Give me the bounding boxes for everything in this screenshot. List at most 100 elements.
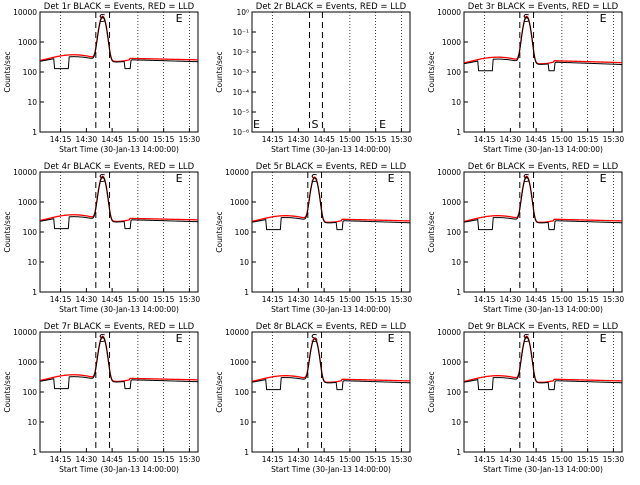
panel-det-6: Det 6r BLACK = Events, RED = LLD 14:15 14:… [427, 162, 624, 314]
y-tick-label: 10⁰ [236, 8, 249, 17]
series-red-lld [39, 175, 199, 223]
panel-det-7: Det 7r BLACK = Events, RED = LLD 14:15 14:… [3, 322, 200, 474]
y-tick-label: 10000 [225, 328, 249, 337]
x-axis-label: Start Time (30-Jan-13 14:00:00) [59, 465, 179, 474]
series-black-events [463, 176, 623, 231]
series-black-events [39, 176, 199, 230]
y-tick-label: 10 [239, 258, 249, 267]
x-tick-label: 15:15 [365, 135, 387, 144]
x-axis-label: Start Time (30-Jan-13 14:00:00) [271, 305, 391, 314]
x-tick-label: 15:30 [603, 455, 625, 464]
x-axis-label: Start Time (30-Jan-13 14:00:00) [483, 145, 603, 154]
plot-frame [251, 331, 411, 453]
x-tick-label: 14:30 [288, 135, 310, 144]
y-tick-label: 1000 [442, 198, 461, 207]
y-tick-label: 10000 [13, 328, 37, 337]
plot-frame [39, 11, 199, 133]
x-tick-label: 15:30 [391, 295, 413, 304]
plot-frame [463, 331, 623, 453]
x-tick-label: 14:15 [262, 455, 284, 464]
x-axis-label: Start Time (30-Jan-13 14:00:00) [59, 145, 179, 154]
x-tick-label: 15:00 [339, 295, 361, 304]
end-marker-label: E [600, 172, 607, 185]
y-tick-label: 100 [23, 228, 38, 237]
x-tick-label: 15:15 [577, 295, 599, 304]
x-tick-label: 14:45 [525, 455, 547, 464]
y-tick-label: 1 [32, 128, 37, 137]
start-marker-label: S [523, 172, 530, 185]
plot-frame [463, 171, 623, 293]
y-axis-label: Counts/sec [3, 211, 12, 252]
x-tick-label: 14:30 [288, 455, 310, 464]
start-marker-label: S [99, 12, 106, 25]
x-tick-label: 15:15 [153, 455, 175, 464]
x-tick-label: 14:15 [474, 135, 496, 144]
y-axis-label: Counts/sec [427, 51, 436, 92]
x-tick-label: 14:15 [262, 135, 284, 144]
series-red-lld [463, 15, 623, 65]
x-tick-label: 15:30 [179, 135, 201, 144]
y-axis-label: Counts/sec [215, 211, 224, 252]
x-tick-label: 15:30 [603, 295, 625, 304]
x-tick-label: 15:00 [551, 135, 573, 144]
x-tick-label: 14:45 [101, 295, 123, 304]
y-tick-label: 10⁻¹ [232, 28, 249, 37]
x-tick-label: 14:15 [474, 455, 496, 464]
panel-title: Det 9r BLACK = Events, RED = LLD [468, 322, 619, 332]
x-tick-label: 15:00 [339, 455, 361, 464]
x-tick-label: 15:00 [127, 135, 149, 144]
panel-title: Det 2r BLACK = Events, RED = LLD [256, 2, 407, 12]
y-tick-label: 100 [23, 68, 38, 77]
y-tick-label: 100 [447, 68, 462, 77]
end-marker-label: E [600, 332, 607, 345]
x-tick-label: 14:30 [76, 295, 98, 304]
x-tick-label: 14:45 [101, 455, 123, 464]
end-marker-label: E [600, 12, 607, 25]
start-marker-label: S [523, 12, 530, 25]
y-tick-label: 1000 [18, 358, 37, 367]
y-tick-label: 10 [451, 98, 461, 107]
panel-title: Det 8r BLACK = Events, RED = LLD [256, 322, 407, 332]
x-tick-label: 14:30 [288, 295, 310, 304]
x-tick-label: 15:15 [577, 135, 599, 144]
x-axis-label: Start Time (30-Jan-13 14:00:00) [271, 145, 391, 154]
y-tick-label: 10⁻⁶ [232, 128, 249, 137]
y-tick-label: 1 [32, 288, 37, 297]
end-marker-label: E [388, 332, 395, 345]
x-tick-label: 15:15 [365, 455, 387, 464]
x-axis-label: Start Time (30-Jan-13 14:00:00) [483, 305, 603, 314]
start-marker-label: S [312, 118, 319, 131]
y-tick-label: 100 [235, 228, 250, 237]
x-tick-label: 15:15 [365, 295, 387, 304]
series-black-events [463, 336, 623, 391]
series-black-events [39, 16, 199, 70]
x-tick-label: 15:00 [551, 455, 573, 464]
y-axis-label: Counts/sec [3, 51, 12, 92]
y-tick-label: 10 [451, 418, 461, 427]
x-tick-label: 15:15 [153, 135, 175, 144]
x-tick-label: 14:30 [500, 455, 522, 464]
y-tick-label: 10 [27, 418, 37, 427]
x-tick-label: 14:30 [500, 295, 522, 304]
y-tick-label: 100 [23, 388, 38, 397]
y-tick-label: 10 [239, 418, 249, 427]
x-tick-label: 15:00 [551, 295, 573, 304]
x-axis-label: Start Time (30-Jan-13 14:00:00) [59, 305, 179, 314]
series-black-events [251, 338, 411, 391]
panel-det-3: Det 3r BLACK = Events, RED = LLD 14:15 14:… [427, 2, 624, 154]
x-tick-label: 15:30 [179, 455, 201, 464]
y-tick-label: 1000 [230, 358, 249, 367]
panel-title: Det 3r BLACK = Events, RED = LLD [468, 2, 619, 12]
x-tick-label: 14:45 [313, 455, 335, 464]
y-tick-label: 1 [456, 128, 461, 137]
x-tick-label: 14:15 [50, 295, 72, 304]
end-marker-label: E [176, 12, 183, 25]
plot-frame [463, 11, 623, 133]
y-tick-label: 10 [27, 98, 37, 107]
panel-det-5: Det 5r BLACK = Events, RED = LLD 14:15 14:… [215, 162, 412, 314]
plot-frame [251, 171, 411, 293]
x-tick-label: 15:30 [179, 295, 201, 304]
series-red-lld [251, 176, 411, 223]
x-tick-label: 15:00 [127, 295, 149, 304]
